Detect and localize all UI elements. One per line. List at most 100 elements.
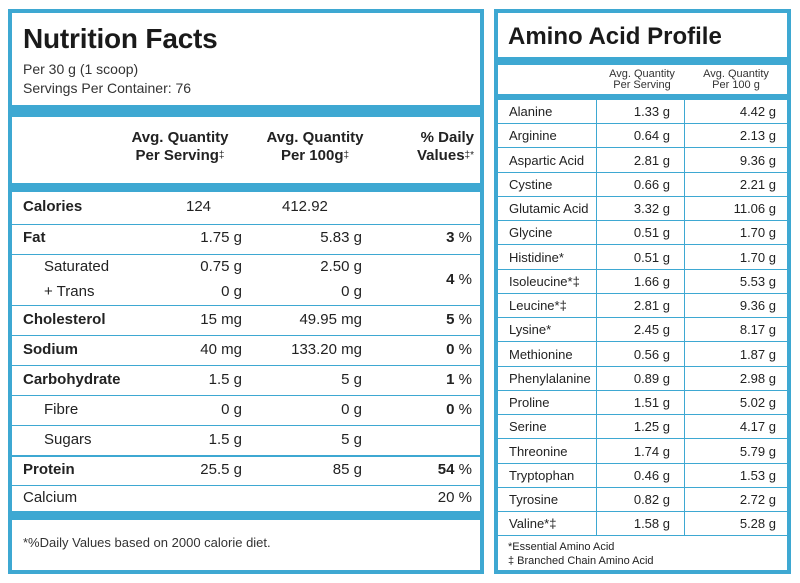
row-divider xyxy=(12,335,480,336)
amino-per-serving: 2.81 g xyxy=(633,298,670,313)
per-serving-value: 0 g xyxy=(221,401,242,418)
table-bottom-bar xyxy=(12,511,480,520)
nutrient-label: Calcium xyxy=(23,489,78,506)
amino-per-serving: 0.64 g xyxy=(633,128,670,144)
amino-acid-name: Tryptophan xyxy=(509,467,575,483)
amino-row: Cystine 0.66 g 2.21 g xyxy=(498,173,787,197)
row-divider xyxy=(12,365,480,366)
row-divider xyxy=(12,485,480,486)
daily-value: 1 % xyxy=(446,371,472,388)
row-divider xyxy=(498,292,787,294)
nutrient-label: Fibre xyxy=(44,401,79,418)
row-divider xyxy=(498,341,787,343)
amino-per-100g: 5.53 g xyxy=(739,273,776,289)
per-100g-value: 2.50 g xyxy=(320,258,362,275)
col-header-daily-values: % Daily Values‡* xyxy=(417,129,474,164)
amino-per-serving: 1.51 g xyxy=(633,395,670,410)
per-100g-value: 5 g xyxy=(341,371,362,388)
amino-per-serving: 2.45 g xyxy=(633,322,670,338)
daily-value: 20 % xyxy=(437,489,472,506)
amino-row: Phenylalanine 0.89 g 2.98 g xyxy=(498,367,787,391)
essential-footnote: *Essential Amino Acid xyxy=(508,541,615,553)
amino-per-serving: 3.32 g xyxy=(633,201,670,216)
amino-per-100g: 2.98 g xyxy=(739,370,776,386)
amino-row: Glycine 0.51 g 1.70 g xyxy=(498,221,787,246)
amino-per-100g: 2.13 g xyxy=(739,128,776,144)
daily-value: 3 % xyxy=(446,229,472,246)
amino-per-serving: 0.66 g xyxy=(633,176,670,192)
amino-per-serving: 0.46 g xyxy=(633,467,670,483)
amino-row: Lysine* 2.45 g 8.17 g xyxy=(498,318,787,343)
amino-acid-name: Glycine xyxy=(509,225,553,241)
row-divider xyxy=(498,317,787,318)
amino-row: Aspartic Acid 2.81 g 9.36 g xyxy=(498,149,787,173)
row-divider xyxy=(12,305,480,306)
daily-value: 5 % xyxy=(446,311,472,328)
per-serving-value: 0.75 g xyxy=(200,258,242,275)
serving-size: Per 30 g (1 scoop) xyxy=(23,61,139,77)
nutrient-label: Carbohydrate xyxy=(23,371,121,388)
amino-per-serving: 1.58 g xyxy=(633,516,670,532)
amino-per-100g: 8.17 g xyxy=(739,322,776,338)
nutrition-facts-panel: Nutrition Facts Per 30 g (1 scoop) Servi… xyxy=(8,9,484,574)
row-divider xyxy=(12,395,480,396)
amino-per-100g: 5.28 g xyxy=(739,516,776,532)
amino-row: Tryptophan 0.46 g 1.53 g xyxy=(498,464,787,488)
amino-acid-name: Aspartic Acid xyxy=(509,152,585,168)
per-serving-value: 124 xyxy=(186,198,212,215)
amino-row: Alanine 1.33 g 4.42 g xyxy=(498,100,787,124)
amino-per-serving: 0.51 g xyxy=(633,225,670,241)
amino-per-100g: 1.70 g xyxy=(739,249,776,265)
per-serving-value: 1.5 g xyxy=(208,371,242,388)
amino-acid-name: Alanine xyxy=(509,104,553,119)
amino-row: Leucine*‡ 2.81 g 9.36 g xyxy=(498,294,787,318)
servings-per-container: Servings Per Container: 76 xyxy=(23,80,192,96)
amino-per-serving: 0.82 g xyxy=(633,492,670,507)
table-top-bar xyxy=(12,183,480,192)
row-divider xyxy=(498,220,787,221)
amino-row: Histidine* 0.51 g 1.70 g xyxy=(498,246,787,270)
row-divider xyxy=(498,389,787,391)
daily-value: 4 % xyxy=(446,271,472,288)
row-divider xyxy=(498,365,787,367)
per-100g-value: 85 g xyxy=(332,461,362,478)
amino-acid-name: Threonine xyxy=(509,443,568,459)
row-divider xyxy=(498,486,787,488)
amino-per-serving: 1.74 g xyxy=(633,443,670,459)
amino-acid-name: Serine xyxy=(509,419,547,435)
nutrition-title: Nutrition Facts xyxy=(23,23,218,54)
per-serving-value: 0 g xyxy=(221,283,242,300)
amino-per-100g: 2.21 g xyxy=(739,176,776,192)
amino-acid-name: Leucine*‡ xyxy=(509,298,567,313)
row-divider xyxy=(12,425,480,426)
row-divider xyxy=(498,511,787,512)
amino-acid-name: Proline xyxy=(509,395,550,410)
nutrient-label: Fat xyxy=(23,229,46,246)
amino-per-serving: 0.51 g xyxy=(633,249,670,265)
amino-per-100g: 5.79 g xyxy=(739,443,776,459)
amino-per-100g: 1.70 g xyxy=(739,225,776,241)
per-serving-value: 1.75 g xyxy=(200,229,242,246)
amino-acid-name: Phenylalanine xyxy=(509,370,591,386)
amino-col-header-per-serving: Avg. Quantity Per Serving xyxy=(609,68,675,91)
daily-value: 0 % xyxy=(446,401,472,418)
amino-per-serving: 1.25 g xyxy=(633,419,670,435)
amino-per-100g: 5.02 g xyxy=(739,395,776,410)
amino-per-serving: 0.56 g xyxy=(633,346,670,362)
amino-row: Threonine 1.74 g 5.79 g xyxy=(498,440,787,464)
nutrient-label: Sugars xyxy=(44,431,92,448)
amino-row: Valine*‡ 1.58 g 5.28 g xyxy=(498,512,787,537)
row-divider xyxy=(498,244,787,246)
amino-per-serving: 1.33 g xyxy=(633,104,670,119)
amino-acid-name: Histidine* xyxy=(509,249,564,265)
per-100g-value: 0 g xyxy=(341,283,362,300)
amino-per-100g: 2.72 g xyxy=(739,492,776,507)
bcaa-footnote: ‡ Branched Chain Amino Acid xyxy=(508,555,654,567)
amino-table-top-bar xyxy=(498,94,787,100)
nutrient-label: Protein xyxy=(23,461,75,478)
per-100g-value: 49.95 mg xyxy=(299,311,362,328)
per-serving-value: 40 mg xyxy=(200,341,242,358)
per-serving-value: 1.5 g xyxy=(208,431,242,448)
nutrient-label: + Trans xyxy=(44,283,95,300)
amino-acid-name: Cystine xyxy=(509,176,553,192)
